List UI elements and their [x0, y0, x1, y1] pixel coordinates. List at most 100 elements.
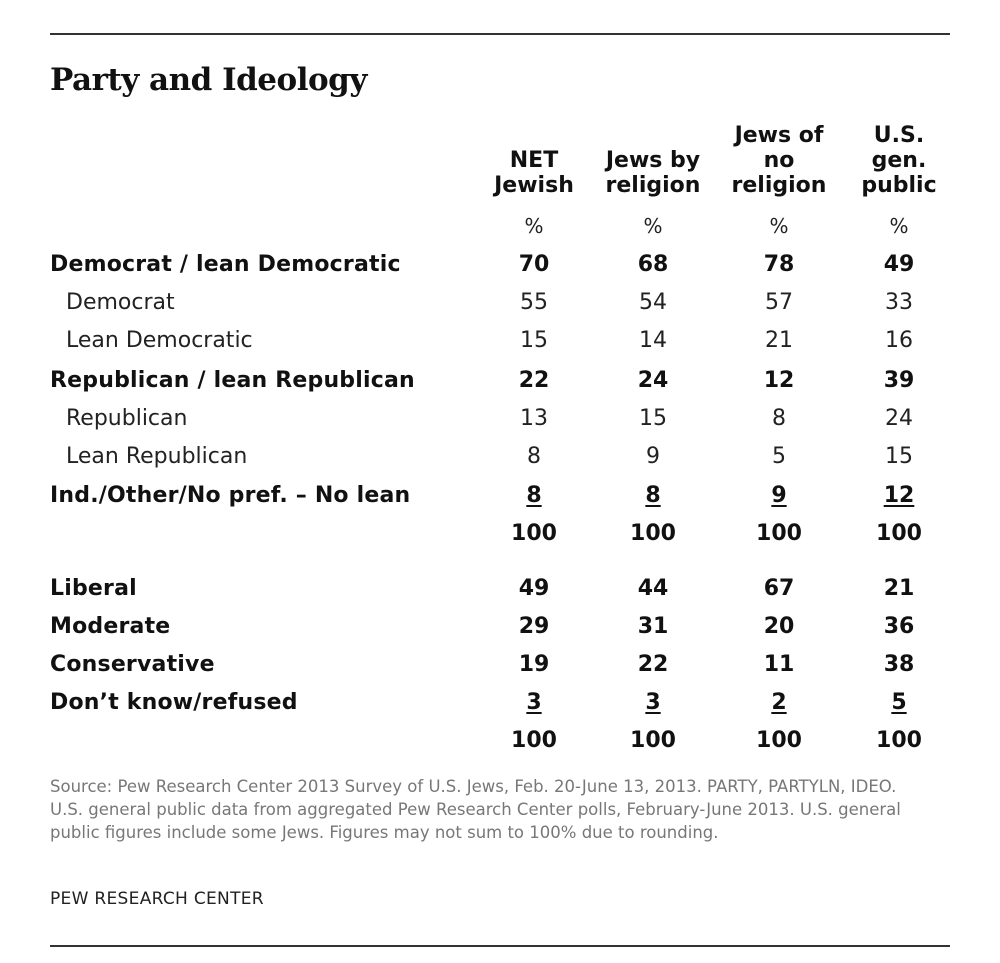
column-header-3-line-3: religion	[731, 173, 827, 198]
cell-value: 49	[883, 252, 915, 277]
cell-value: 33	[885, 290, 913, 315]
cell-value: 49	[518, 576, 550, 601]
cell-value: 15	[520, 328, 548, 353]
cell-value: 5	[891, 690, 907, 715]
column-header-2-line-1: Jews by	[605, 148, 701, 173]
table-cell: 19	[459, 652, 609, 677]
row-label: Conservative	[50, 652, 215, 677]
table-cell: 8	[578, 483, 728, 508]
table-cell: 20	[704, 614, 854, 639]
table-cell: 57	[704, 290, 854, 315]
cell-value: 3	[645, 690, 661, 715]
cell-value: 8	[772, 406, 786, 431]
page-title: Party and Ideology	[50, 62, 367, 98]
column-header-1-line-2: Jewish	[494, 173, 574, 198]
cell-value: 55	[520, 290, 548, 315]
table-cell: 39	[824, 368, 974, 393]
table-cell: 5	[824, 690, 974, 715]
cell-value: 12	[883, 483, 915, 508]
cell-value: 29	[518, 614, 550, 639]
table-cell: 55	[459, 290, 609, 315]
column-unit-3: %	[769, 214, 789, 238]
table-cell: 100	[459, 521, 609, 546]
cell-value: 22	[518, 368, 550, 393]
table-cell: 22	[459, 368, 609, 393]
table-cell: 8	[459, 444, 609, 469]
bottom-rule	[50, 945, 950, 947]
cell-value: 54	[639, 290, 667, 315]
brand-label: PEW RESEARCH CENTER	[50, 889, 264, 909]
row-label: Republican / lean Republican	[50, 368, 415, 393]
row-label: Don’t know/refused	[50, 690, 298, 715]
table-cell: 3	[459, 690, 609, 715]
table-cell: 2	[704, 690, 854, 715]
cell-value: 100	[630, 521, 676, 546]
cell-value: 100	[756, 521, 802, 546]
table-cell: 14	[578, 328, 728, 353]
row-label: Liberal	[50, 576, 137, 601]
column-header-1-line-1: NET	[509, 148, 559, 173]
cell-value: 100	[876, 728, 922, 753]
column-header-3-line-1: Jews of	[734, 123, 824, 148]
top-rule	[50, 33, 950, 35]
cell-value: 22	[637, 652, 669, 677]
cell-value: 19	[518, 652, 550, 677]
table-cell: 100	[578, 521, 728, 546]
cell-value: 11	[763, 652, 795, 677]
table-cell: 100	[824, 728, 974, 753]
table-cell: 16	[824, 328, 974, 353]
table-cell: 38	[824, 652, 974, 677]
table-cell: 22	[578, 652, 728, 677]
table-cell: 21	[824, 576, 974, 601]
cell-value: 100	[511, 728, 557, 753]
table-cell: 68	[578, 252, 728, 277]
cell-value: 2	[771, 690, 787, 715]
cell-value: 68	[637, 252, 669, 277]
table-cell: 11	[704, 652, 854, 677]
table-cell: 5	[704, 444, 854, 469]
cell-value: 24	[885, 406, 913, 431]
table-cell: 49	[824, 252, 974, 277]
table-cell: 8	[459, 483, 609, 508]
table-cell: 15	[824, 444, 974, 469]
table-cell: 100	[459, 728, 609, 753]
cell-value: 44	[637, 576, 669, 601]
cell-value: 24	[637, 368, 669, 393]
cell-value: 8	[526, 483, 542, 508]
cell-value: 36	[883, 614, 915, 639]
table-cell: 100	[578, 728, 728, 753]
row-label: Lean Republican	[66, 444, 248, 469]
column-header-2-line-2: religion	[605, 173, 701, 198]
cell-value: 31	[637, 614, 669, 639]
cell-value: 100	[876, 521, 922, 546]
column-unit-2: %	[643, 214, 663, 238]
cell-value: 100	[630, 728, 676, 753]
table-cell: 33	[824, 290, 974, 315]
cell-value: 78	[763, 252, 795, 277]
row-label: Republican	[66, 406, 188, 431]
table-cell: 15	[578, 406, 728, 431]
table-cell: 24	[824, 406, 974, 431]
table-cell: 49	[459, 576, 609, 601]
cell-value: 8	[527, 444, 541, 469]
table-cell: 9	[578, 444, 728, 469]
cell-value: 67	[763, 576, 795, 601]
column-header-4-line-3: public	[861, 173, 937, 198]
row-label: Democrat / lean Democratic	[50, 252, 401, 277]
cell-value: 57	[765, 290, 793, 315]
table-cell: 3	[578, 690, 728, 715]
cell-value: 100	[756, 728, 802, 753]
cell-value: 39	[883, 368, 915, 393]
row-label: Ind./Other/No pref. – No lean	[50, 483, 411, 508]
column-header-3-line-2: no	[763, 148, 795, 173]
table-cell: 12	[824, 483, 974, 508]
column-unit-1: %	[524, 214, 544, 238]
table-cell: 31	[578, 614, 728, 639]
cell-value: 15	[885, 444, 913, 469]
cell-value: 21	[765, 328, 793, 353]
table-cell: 9	[704, 483, 854, 508]
row-label: Democrat	[66, 290, 175, 315]
table-cell: 100	[704, 521, 854, 546]
row-label: Lean Democratic	[66, 328, 253, 353]
table-cell: 29	[459, 614, 609, 639]
